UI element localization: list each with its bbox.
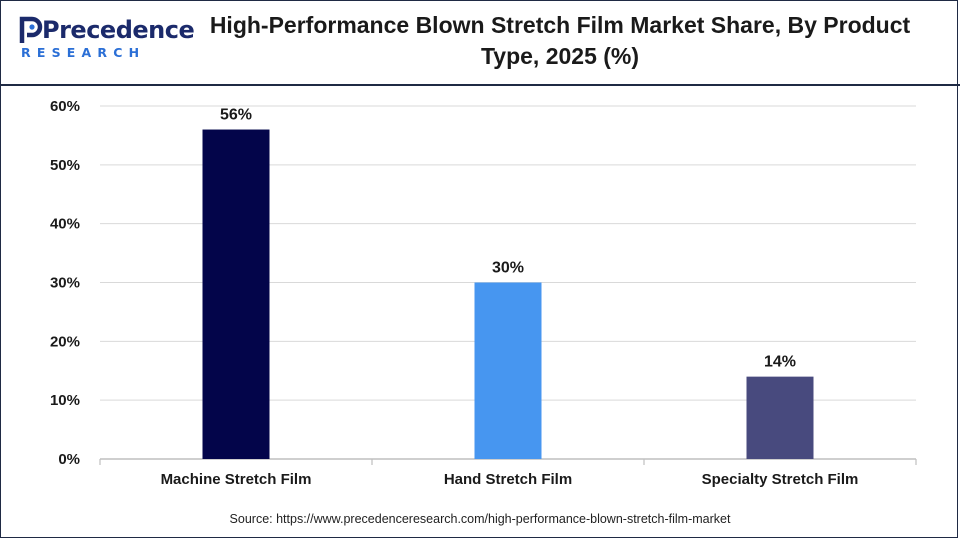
data-label: 56% [220,107,252,124]
chart-title: High-Performance Blown Stretch Film Mark… [209,12,911,69]
bar-machine-stretch-film [202,129,270,459]
x-tick-label: Specialty Stretch Film [702,471,859,488]
source-note: Source: https://www.precedenceresearch.c… [229,512,731,526]
y-tick-label: 20% [50,333,80,350]
y-tick-label: 60% [50,98,80,115]
logo-subtitle: RESEARCH [21,45,146,60]
logo-p-icon [19,16,43,43]
header: Precedence RESEARCH High-Performance Blo… [0,0,960,84]
y-tick-label: 50% [50,157,80,174]
bar-hand-stretch-film [474,282,542,459]
bar-specialty-stretch-film [746,376,814,459]
logo-word: Precedence [42,16,195,44]
y-tick-label: 0% [58,451,80,468]
x-tick-label: Hand Stretch Film [444,471,572,488]
y-tick-label: 10% [50,392,80,409]
bar-chart: 0% 10% 20% 30% 40% 50% 60% 56% Machine Stretch F… [50,98,917,488]
y-tick-label: 40% [50,216,80,233]
x-tick-label: Machine Stretch Film [161,471,312,488]
y-tick-label: 30% [50,275,80,292]
precedence-research-logo: Precedence RESEARCH [18,14,195,66]
data-label: 30% [492,260,524,277]
title-divider [0,84,960,86]
data-label: 14% [764,354,796,371]
